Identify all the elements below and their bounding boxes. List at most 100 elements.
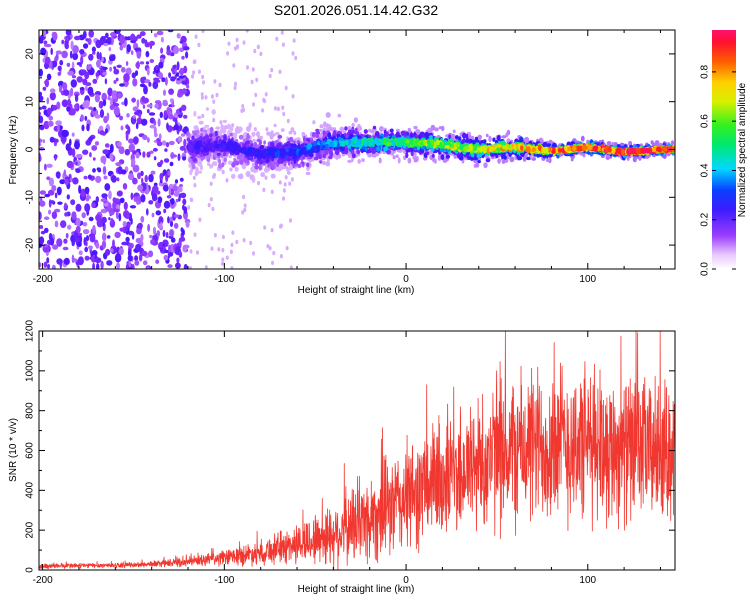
spectrogram-point xyxy=(198,217,202,222)
spectrogram-point xyxy=(49,88,56,94)
spectrogram-point xyxy=(372,125,377,130)
spectrogram-point xyxy=(163,200,171,209)
spectrogram-point xyxy=(179,145,186,151)
spectrogram-point xyxy=(112,239,115,249)
spectrogram-point xyxy=(154,100,162,104)
spectrogram-point xyxy=(242,138,246,144)
spectrogram-point xyxy=(92,224,96,235)
spectrogram-point xyxy=(286,136,290,143)
spectrogram-point xyxy=(472,157,478,161)
spectrogram-point xyxy=(65,143,71,152)
spectrogram-point xyxy=(175,72,180,77)
spectrogram-point xyxy=(477,134,483,140)
spectrogram-point xyxy=(149,234,153,239)
spectrogram-point xyxy=(279,254,283,259)
spectrogram-point xyxy=(108,190,112,200)
spectrogram-point xyxy=(300,161,305,165)
spectrogram-point xyxy=(259,145,265,150)
spectrogram-point xyxy=(351,130,356,134)
spectrogram-point xyxy=(163,254,169,261)
spectrogram-point xyxy=(258,139,262,146)
spectrogram-point xyxy=(100,155,107,164)
spectrogram-point xyxy=(431,153,435,158)
spectrogram-point xyxy=(59,59,64,66)
spectrogram-point xyxy=(118,247,124,256)
spectrogram-point xyxy=(102,71,107,76)
spectrogram-point xyxy=(166,49,172,56)
spectrogram-point xyxy=(230,266,234,269)
spectrogram-point xyxy=(170,154,178,158)
spectrogram-point xyxy=(302,135,306,142)
spectrogram-point xyxy=(66,194,71,200)
spectrogram-point xyxy=(94,257,102,264)
spectrogram-point xyxy=(127,125,131,135)
spectrogram-point xyxy=(292,163,296,169)
spectrogram-point xyxy=(263,225,267,230)
spectrogram-point xyxy=(197,42,201,48)
spectrogram-point xyxy=(113,102,120,107)
spectrogram-point xyxy=(213,79,217,84)
spectrogram-point xyxy=(143,85,148,95)
spectrogram-point xyxy=(201,113,205,119)
spectrogram-point xyxy=(347,129,353,134)
spectrogram-point xyxy=(51,211,58,220)
spectrogram-point xyxy=(148,250,154,258)
spectrogram-point xyxy=(159,159,164,165)
spectrogram-point xyxy=(39,142,42,147)
spectrogram-point xyxy=(308,162,312,169)
spectrogram-point xyxy=(347,151,352,156)
spectrogram-point xyxy=(207,202,211,208)
spectrogram-point xyxy=(148,112,156,116)
spectrogram-point xyxy=(135,243,142,251)
spectrogram-point xyxy=(113,208,120,213)
spectrogram-point xyxy=(215,137,219,142)
spectrogram-point xyxy=(56,258,63,265)
spectrogram-point xyxy=(519,138,524,144)
spectrogram-point xyxy=(128,230,134,236)
spectrogram-point xyxy=(85,139,92,146)
spectrogram-point xyxy=(167,113,174,120)
spectrogram-point xyxy=(202,80,205,85)
spectrogram-point xyxy=(149,59,155,63)
spectrogram-point xyxy=(39,138,43,143)
spectrogram-point xyxy=(67,98,71,108)
spectrogram-point xyxy=(138,253,143,262)
spectrogram-point xyxy=(206,157,211,163)
spectrogram-point xyxy=(95,72,100,77)
spectrogram-point xyxy=(293,130,297,136)
spectrogram-point xyxy=(245,30,249,33)
spectrogram-point xyxy=(273,161,278,165)
spectrogram-point xyxy=(141,250,148,257)
spectrogram-point xyxy=(46,163,53,168)
spectrogram-point xyxy=(169,229,174,237)
spectrogram-point xyxy=(106,235,111,239)
spectrogram-point xyxy=(180,227,184,233)
spectrogram-point xyxy=(133,111,140,116)
spectrogram-point xyxy=(243,203,247,208)
spectrogram-point xyxy=(146,151,151,158)
spectrogram-point xyxy=(92,157,96,161)
spectrogram-point xyxy=(545,158,551,163)
spectrogram-point xyxy=(61,99,69,108)
spectrogram-point xyxy=(108,47,112,52)
spectrogram-point xyxy=(119,34,126,45)
spectrogram-point xyxy=(164,76,168,86)
spectrogram-point xyxy=(81,212,86,219)
spectrogram-point xyxy=(296,140,301,145)
spectrogram-point xyxy=(80,114,84,122)
spectrogram-point xyxy=(50,60,58,68)
spectrogram-point xyxy=(508,152,512,157)
spectrogram-point xyxy=(256,131,260,138)
spectrogram-point xyxy=(315,134,320,139)
spectrogram-point xyxy=(167,264,173,268)
spectrogram-point xyxy=(168,140,175,146)
spectrogram-point xyxy=(281,105,285,111)
spectrogram-point xyxy=(211,109,216,115)
spectrogram-point xyxy=(268,160,272,167)
spectrogram-point xyxy=(96,59,101,68)
spectrogram-point xyxy=(177,136,183,142)
spectrogram-point xyxy=(59,179,66,185)
spectrogram-point xyxy=(93,106,96,112)
spectrogram-point xyxy=(197,115,202,120)
